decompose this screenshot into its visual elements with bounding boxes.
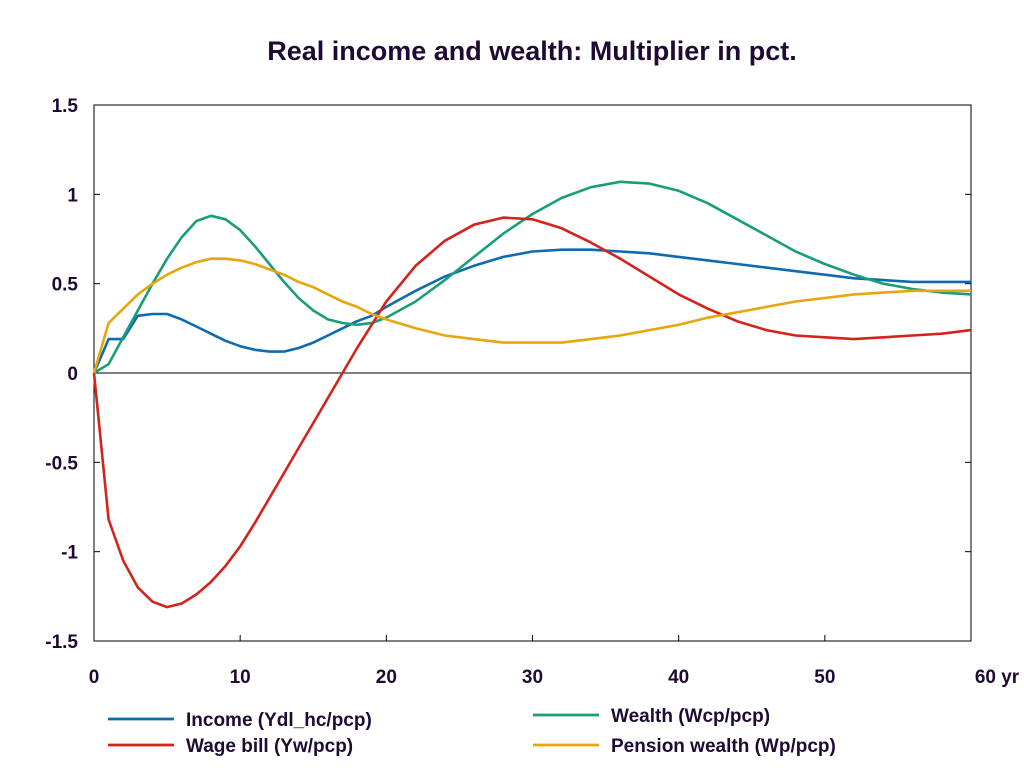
series-line-2 — [93, 180, 972, 375]
series-group — [92, 180, 972, 609]
legend-label-1: Income (Ydl_hc/pcp) — [186, 710, 372, 731]
x-tick-label: 60 yr — [975, 667, 1020, 688]
series-line-1 — [92, 248, 971, 374]
series-line-4 — [92, 257, 971, 374]
y-tick-label: -0.5 — [45, 453, 78, 474]
x-tick-label: 0 — [89, 667, 100, 688]
x-tick-label: 50 — [814, 667, 835, 688]
y-tick-label: 1.5 — [52, 96, 79, 117]
chart-title: Real income and wealth: Multiplier in pc… — [267, 36, 797, 66]
legend-label-4: Pension wealth (Wp/pcp) — [611, 736, 836, 757]
x-tick-label: 20 — [376, 667, 397, 688]
y-tick-label: 0.5 — [52, 275, 79, 296]
y-tick-label: 1 — [67, 185, 78, 206]
axes: 1.5 1 0.5 0 -0.5 -1 -1.5 0 10 20 30 40 50 60 yr — [45, 96, 1020, 688]
legend: Income (Ydl_hc/pcp) Wealth (Wcp/pcp) Wage … — [108, 706, 836, 757]
y-tick-label: -1.5 — [45, 632, 78, 653]
series-line-3 — [92, 216, 972, 609]
x-tick-label: 30 — [522, 667, 543, 688]
legend-label-3: Wage bill (Yw/pcp) — [186, 736, 353, 757]
x-tick-label: 10 — [230, 667, 251, 688]
y-tick-label: -1 — [61, 543, 78, 564]
x-tick-label: 40 — [668, 667, 689, 688]
y-tick-label: 0 — [67, 364, 78, 385]
legend-label-2: Wealth (Wcp/pcp) — [611, 706, 770, 727]
